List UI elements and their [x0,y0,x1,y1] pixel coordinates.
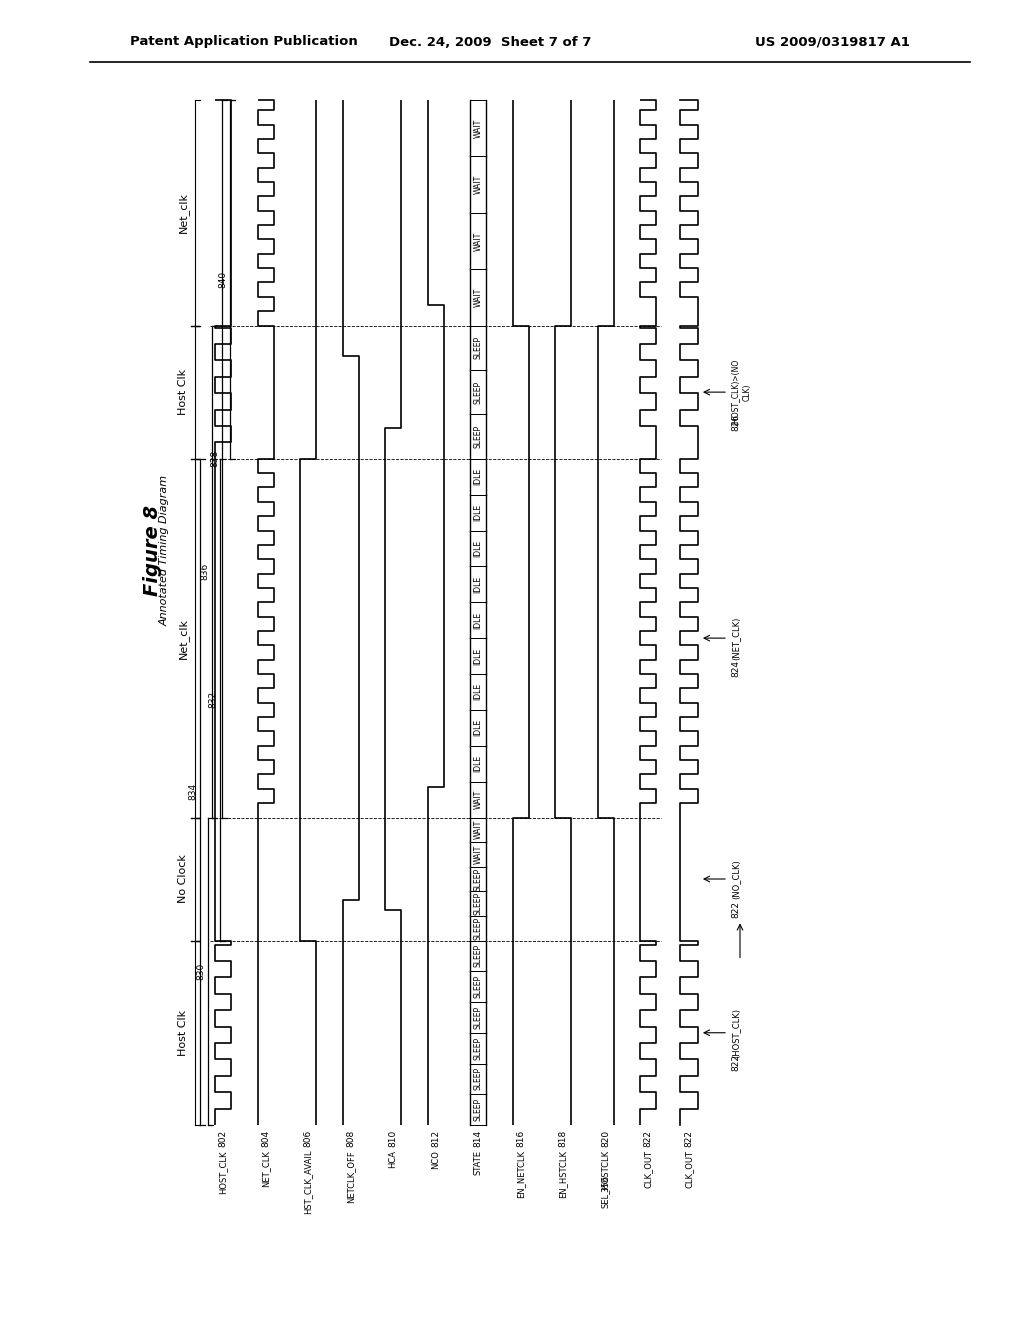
Text: 814: 814 [473,1130,482,1147]
Text: SLEEP: SLEEP [473,1068,482,1090]
Text: 356: 356 [601,1175,610,1192]
Text: (NO_CLK): (NO_CLK) [731,859,740,899]
Text: 804: 804 [261,1130,270,1147]
Text: Net_clk: Net_clk [177,193,188,234]
Text: EN_HSTCLK: EN_HSTCLK [558,1150,567,1199]
Text: 824: 824 [731,660,740,677]
Text: SLEEP: SLEEP [473,425,482,447]
Text: 834: 834 [188,783,197,800]
Text: WAIT: WAIT [473,789,482,809]
Text: 838: 838 [210,450,219,467]
Text: IDLE: IDLE [473,576,482,593]
Text: IDLE: IDLE [473,719,482,737]
Text: Net_clk: Net_clk [177,618,188,659]
Text: Host Clk: Host Clk [178,370,188,416]
Text: 820: 820 [601,1130,610,1147]
Text: Dec. 24, 2009  Sheet 7 of 7: Dec. 24, 2009 Sheet 7 of 7 [389,36,591,49]
Text: SLEEP: SLEEP [473,337,482,359]
Text: (HOST_CLK)>(NO: (HOST_CLK)>(NO [731,359,740,425]
Text: SLEEP: SLEEP [473,1098,482,1121]
Text: IDLE: IDLE [473,611,482,628]
Text: SLEEP: SLEEP [473,975,482,998]
Text: 822: 822 [731,900,740,917]
Text: 806: 806 [303,1130,312,1147]
Text: SLEEP: SLEEP [473,916,482,940]
Text: WAIT: WAIT [473,119,482,137]
Text: 826: 826 [731,413,740,430]
Text: IDLE: IDLE [473,648,482,665]
Text: HCA: HCA [388,1150,397,1168]
Text: SLEEP: SLEEP [473,892,482,915]
Text: IDLE: IDLE [473,540,482,557]
Text: SLEEP: SLEEP [473,1006,482,1028]
Text: 810: 810 [388,1130,397,1147]
Text: 822: 822 [731,1055,740,1072]
Text: WAIT: WAIT [473,820,482,840]
Text: SLEEP: SLEEP [473,1036,482,1060]
Text: Patent Application Publication: Patent Application Publication [130,36,357,49]
Text: IDLE: IDLE [473,684,482,701]
Text: HST_CLK_AVAIL: HST_CLK_AVAIL [303,1150,312,1214]
Text: NCO: NCO [431,1150,440,1170]
Text: WAIT: WAIT [473,845,482,865]
Text: 808: 808 [346,1130,355,1147]
Text: CLK): CLK) [743,383,752,401]
Text: CLK_OUT: CLK_OUT [684,1150,693,1188]
Text: SLEEP: SLEEP [473,380,482,404]
Text: 816: 816 [516,1130,525,1147]
Text: SEL_HOSTCLK: SEL_HOSTCLK [601,1150,610,1208]
Text: Host Clk: Host Clk [178,1010,188,1056]
Text: 812: 812 [431,1130,440,1147]
Text: SLEEP: SLEEP [473,867,482,891]
Text: Figure 8: Figure 8 [142,504,162,595]
Text: 822: 822 [643,1130,652,1147]
Text: 822: 822 [684,1130,693,1147]
Text: (HOST_CLK): (HOST_CLK) [731,1007,740,1057]
Text: IDLE: IDLE [473,755,482,772]
Text: 840: 840 [218,271,227,288]
Text: WAIT: WAIT [473,176,482,194]
Text: 836: 836 [200,562,209,579]
Text: EN_NETCLK: EN_NETCLK [516,1150,525,1199]
Text: (NET_CLK): (NET_CLK) [731,616,740,660]
Text: No Clock: No Clock [178,854,188,903]
Text: CLK_OUT: CLK_OUT [643,1150,652,1188]
Text: IDLE: IDLE [473,469,482,486]
Text: STATE: STATE [473,1150,482,1175]
Text: WAIT: WAIT [473,288,482,308]
Text: Annotated Timing Diagram: Annotated Timing Diagram [160,474,170,626]
Text: IDLE: IDLE [473,504,482,521]
Text: HOST_CLK: HOST_CLK [218,1150,227,1193]
Text: NET_CLK: NET_CLK [261,1150,270,1187]
Text: SLEEP: SLEEP [473,944,482,968]
Text: 830: 830 [196,962,205,979]
Text: 832: 832 [208,692,217,709]
Text: WAIT: WAIT [473,231,482,251]
Text: US 2009/0319817 A1: US 2009/0319817 A1 [755,36,910,49]
Text: 818: 818 [558,1130,567,1147]
Text: NETCLK_OFF: NETCLK_OFF [346,1150,355,1203]
Text: 802: 802 [218,1130,227,1147]
